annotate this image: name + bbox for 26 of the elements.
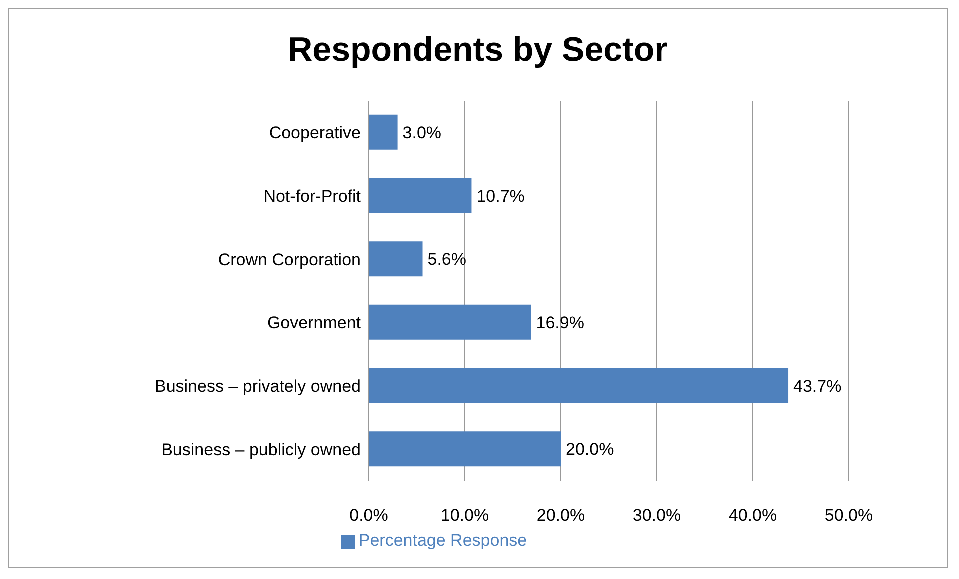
text: 3.0% bbox=[402, 123, 442, 142]
text: 16.9% bbox=[536, 313, 584, 332]
x-tick-label: 40.0% bbox=[728, 506, 778, 526]
y-tick-label: Government bbox=[267, 314, 362, 333]
bar bbox=[369, 432, 561, 467]
bar bbox=[369, 242, 423, 277]
x-tick-label: 30.0% bbox=[632, 506, 682, 526]
x-tick-label: 10.0% bbox=[440, 506, 490, 526]
x-tick-label: 50.0% bbox=[824, 506, 874, 526]
bar bbox=[369, 178, 472, 214]
bar bbox=[369, 114, 398, 150]
x-tick-label: 0.0% bbox=[350, 506, 388, 526]
y-tick-label: Not-for-Profit bbox=[264, 187, 362, 206]
x-tick-label: 20.0% bbox=[536, 506, 586, 526]
y-tick-label: Business – privately owned bbox=[154, 377, 361, 396]
text: 10.7% bbox=[476, 186, 525, 206]
legend-label: Percentage Response bbox=[358, 531, 528, 550]
bar bbox=[369, 368, 789, 404]
y-tick-label: Crown Corporation bbox=[218, 250, 361, 270]
y-tick-label: Cooperative bbox=[269, 124, 361, 143]
text: 43.7% bbox=[794, 376, 842, 396]
bar bbox=[369, 304, 532, 340]
text: 5.6% bbox=[428, 250, 467, 270]
text: 20.0% bbox=[566, 440, 614, 460]
y-tick-label: Business – publicly owned bbox=[162, 440, 361, 460]
chart-title: Respondents by Sector bbox=[287, 30, 669, 71]
